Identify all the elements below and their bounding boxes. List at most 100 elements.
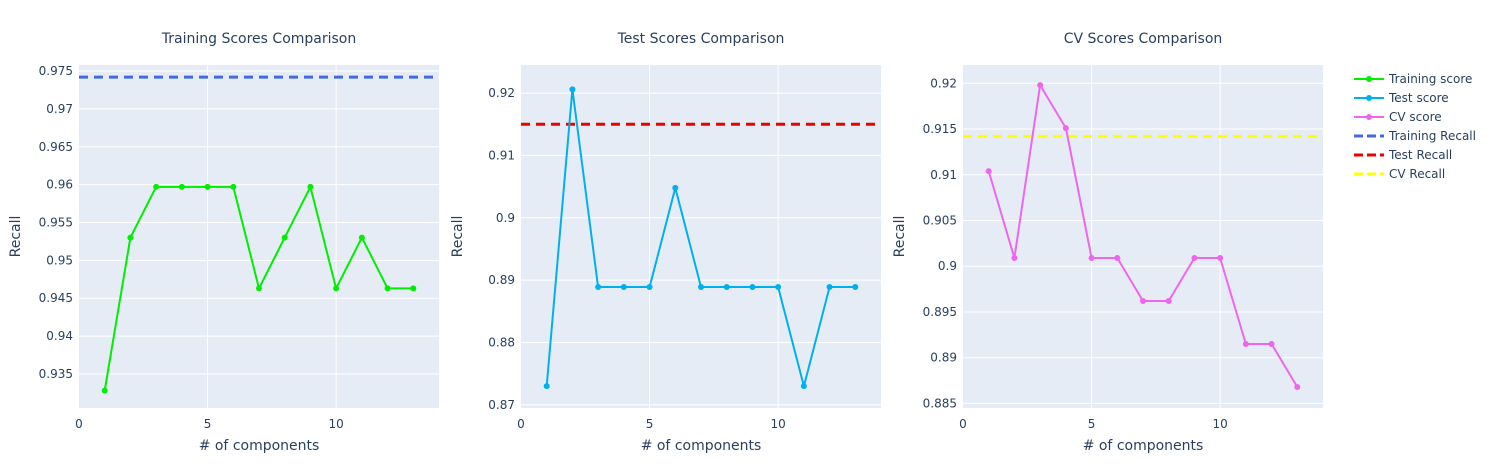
data-point[interactable] xyxy=(1062,125,1069,132)
y-tick-label: 0.9 xyxy=(938,259,957,273)
cv-scores-panel: 0 5 10 0.885 0.89 0.895 0.9 0.905 0.91 0.915 0.92 C… xyxy=(892,31,1323,454)
y-tick-label: 0.92 xyxy=(488,86,515,100)
legend-item[interactable]: Test Recall xyxy=(1354,148,1452,162)
legend-label: Test score xyxy=(1388,91,1449,105)
y-tick-label: 0.91 xyxy=(930,168,957,182)
legend-marker xyxy=(1366,76,1372,82)
y-tick-label: 0.895 xyxy=(923,305,957,319)
data-point[interactable] xyxy=(1217,254,1224,261)
data-point[interactable] xyxy=(384,285,391,292)
y-tick-label: 0.96 xyxy=(46,178,73,192)
data-point[interactable] xyxy=(230,183,237,190)
x-axis-title: # of components xyxy=(641,438,762,454)
legend-label: Training score xyxy=(1388,72,1472,86)
x-axis-title: # of components xyxy=(1083,438,1204,454)
legend-label: Test Recall xyxy=(1388,148,1452,162)
x-tick-label: 0 xyxy=(517,417,525,431)
y-axis-title: Recall xyxy=(450,216,466,258)
y-tick-label: 0.965 xyxy=(39,140,73,154)
data-point[interactable] xyxy=(698,284,704,291)
chart-title: Training Scores Comparison xyxy=(161,31,356,47)
y-tick-label: 0.94 xyxy=(46,329,73,343)
legend-item[interactable]: Training Recall xyxy=(1354,129,1476,143)
data-point[interactable] xyxy=(1037,82,1044,89)
y-tick-label: 0.915 xyxy=(923,122,957,136)
data-point[interactable] xyxy=(800,383,807,390)
y-tick-label: 0.935 xyxy=(39,367,73,381)
y-tick-label: 0.97 xyxy=(46,102,73,116)
data-point[interactable] xyxy=(672,184,679,191)
data-point[interactable] xyxy=(749,284,756,291)
x-tick-label: 0 xyxy=(959,417,967,431)
data-point[interactable] xyxy=(1011,254,1018,261)
data-point[interactable] xyxy=(543,383,550,390)
data-point[interactable] xyxy=(1165,297,1172,304)
y-tick-label: 0.91 xyxy=(488,148,515,162)
legend-label: CV score xyxy=(1389,110,1442,124)
data-point[interactable] xyxy=(1114,254,1121,261)
data-point[interactable] xyxy=(826,284,833,291)
chart-title: CV Scores Comparison xyxy=(1064,31,1223,47)
data-point[interactable] xyxy=(1242,340,1249,347)
data-point[interactable] xyxy=(307,183,314,190)
data-point[interactable] xyxy=(852,284,859,291)
y-tick-label: 0.88 xyxy=(488,336,515,350)
legend-label: Training Recall xyxy=(1388,129,1476,143)
y-tick-label: 0.92 xyxy=(930,76,957,90)
x-tick-label: 10 xyxy=(329,417,344,431)
x-tick-label: 5 xyxy=(646,417,654,431)
y-tick-label: 0.945 xyxy=(39,291,73,305)
data-point[interactable] xyxy=(1268,340,1275,347)
data-point[interactable] xyxy=(410,285,417,292)
legend-item[interactable]: CV Recall xyxy=(1354,167,1445,181)
data-point[interactable] xyxy=(153,183,160,190)
data-point[interactable] xyxy=(1294,383,1301,390)
data-point[interactable] xyxy=(358,234,365,241)
x-tick-label: 10 xyxy=(1213,417,1228,431)
y-tick-label: 0.87 xyxy=(488,398,515,412)
data-point[interactable] xyxy=(723,284,730,291)
x-tick-label: 10 xyxy=(771,417,786,431)
data-point[interactable] xyxy=(178,183,185,190)
x-tick-label: 0 xyxy=(75,417,83,431)
legend-marker xyxy=(1366,95,1372,101)
plot-background xyxy=(521,65,881,408)
data-point[interactable] xyxy=(204,183,211,190)
data-point[interactable] xyxy=(595,284,602,291)
data-point[interactable] xyxy=(646,284,653,291)
y-tick-label: 0.95 xyxy=(46,253,73,267)
data-point[interactable] xyxy=(101,387,108,394)
y-tick-label: 0.975 xyxy=(39,64,73,78)
training-scores-panel: 0 5 10 0.935 0.94 0.945 0.95 0.955 0.96 0.965 0.97… xyxy=(8,31,439,454)
legend-marker xyxy=(1366,114,1372,120)
data-point[interactable] xyxy=(1140,297,1146,304)
data-point[interactable] xyxy=(985,168,992,175)
data-point[interactable] xyxy=(569,86,576,93)
y-tick-label: 0.9 xyxy=(496,211,515,225)
plot-background xyxy=(79,65,439,408)
y-tick-label: 0.89 xyxy=(930,351,957,365)
data-point[interactable] xyxy=(775,284,782,291)
x-tick-label: 5 xyxy=(1088,417,1096,431)
y-tick-label: 0.905 xyxy=(923,213,957,227)
data-point[interactable] xyxy=(333,285,340,292)
y-tick-label: 0.89 xyxy=(488,273,515,287)
legend[interactable]: Training score Test score CV score Training… xyxy=(1354,72,1476,181)
legend-item[interactable]: Test score xyxy=(1354,91,1449,105)
data-point[interactable] xyxy=(620,284,627,291)
x-tick-label: 5 xyxy=(204,417,212,431)
y-tick-label: 0.885 xyxy=(923,396,957,410)
legend-item[interactable]: Training score xyxy=(1354,72,1472,86)
data-point[interactable] xyxy=(281,234,288,241)
x-axis-title: # of components xyxy=(199,438,320,454)
y-axis-title: Recall xyxy=(892,216,908,258)
data-point[interactable] xyxy=(1088,254,1095,261)
legend-label: CV Recall xyxy=(1389,167,1445,181)
data-point[interactable] xyxy=(256,285,262,292)
data-point[interactable] xyxy=(1191,254,1198,261)
legend-item[interactable]: CV score xyxy=(1354,110,1442,124)
y-tick-label: 0.955 xyxy=(39,215,73,229)
data-point[interactable] xyxy=(127,234,134,241)
y-axis-title: Recall xyxy=(8,216,24,258)
